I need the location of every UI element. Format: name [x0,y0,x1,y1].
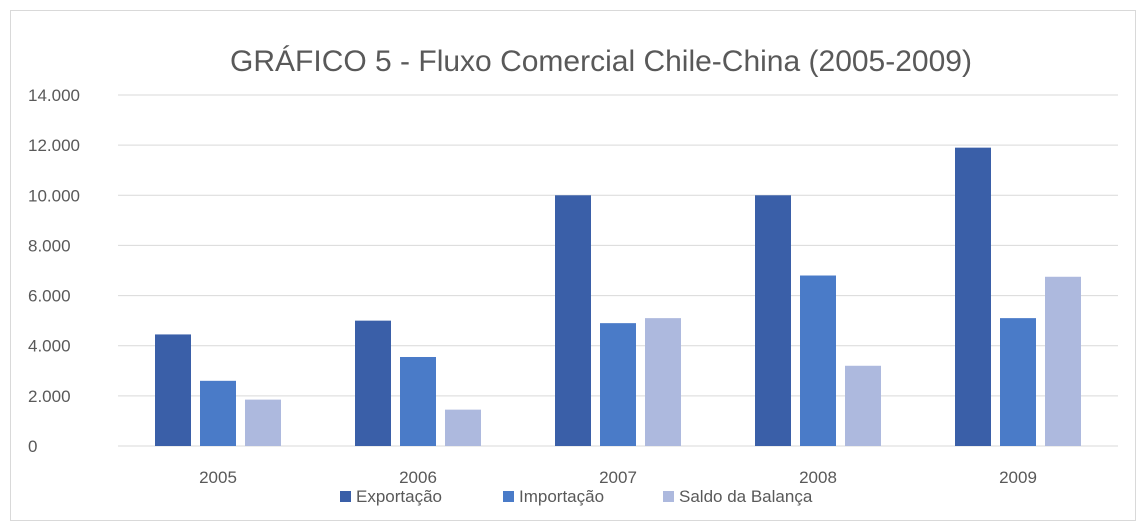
x-tick-label: 2008 [799,468,837,487]
y-tick-label: 4.000 [28,337,71,356]
y-tick-label: 8.000 [28,236,71,255]
gridlines [118,94,1118,447]
legend-swatch [340,491,351,502]
y-tick-label: 12.000 [28,136,80,155]
bar-importa-o-2008 [800,275,836,446]
y-tick-label: 0 [28,437,37,456]
bar-saldo-da-balan-a-2007 [645,318,681,446]
bar-exporta-o-2008 [755,195,791,446]
y-tick-label: 6.000 [28,287,71,306]
bar-exporta-o-2007 [555,195,591,446]
x-tick-label: 2006 [399,468,437,487]
x-tick-label: 2007 [599,468,637,487]
bar-saldo-da-balan-a-2005 [245,399,281,446]
bars [155,147,1081,446]
x-tick-label: 2005 [199,468,237,487]
bar-importa-o-2009 [1000,318,1036,446]
bar-importa-o-2007 [600,323,636,446]
chart-title: GRÁFICO 5 - Fluxo Comercial Chile-China … [230,45,972,78]
legend-label: Exportação [356,487,442,506]
bar-importa-o-2006 [400,356,436,446]
legend-label: Importação [519,487,604,506]
bar-saldo-da-balan-a-2008 [845,365,881,446]
x-tick-label: 2009 [999,468,1037,487]
bar-saldo-da-balan-a-2009 [1045,276,1081,446]
legend-swatch [503,491,514,502]
bar-exporta-o-2006 [355,320,391,446]
bar-saldo-da-balan-a-2006 [445,409,481,446]
y-axis-ticks: 0 2.000 4.000 6.000 8.000 10.000 12.000 14.000 [28,86,80,456]
y-tick-label: 10.000 [28,186,80,205]
bar-exporta-o-2009 [955,147,991,446]
legend-swatch [663,491,674,502]
x-axis-ticks: 2005 2006 2007 2008 2009 [199,468,1037,487]
legend: Exportação Importação Saldo da Balança [340,487,813,506]
bar-importa-o-2005 [200,380,236,446]
bar-exporta-o-2005 [155,334,191,446]
y-tick-label: 2.000 [28,387,71,406]
y-tick-label: 14.000 [28,86,80,105]
legend-label: Saldo da Balança [679,487,813,506]
